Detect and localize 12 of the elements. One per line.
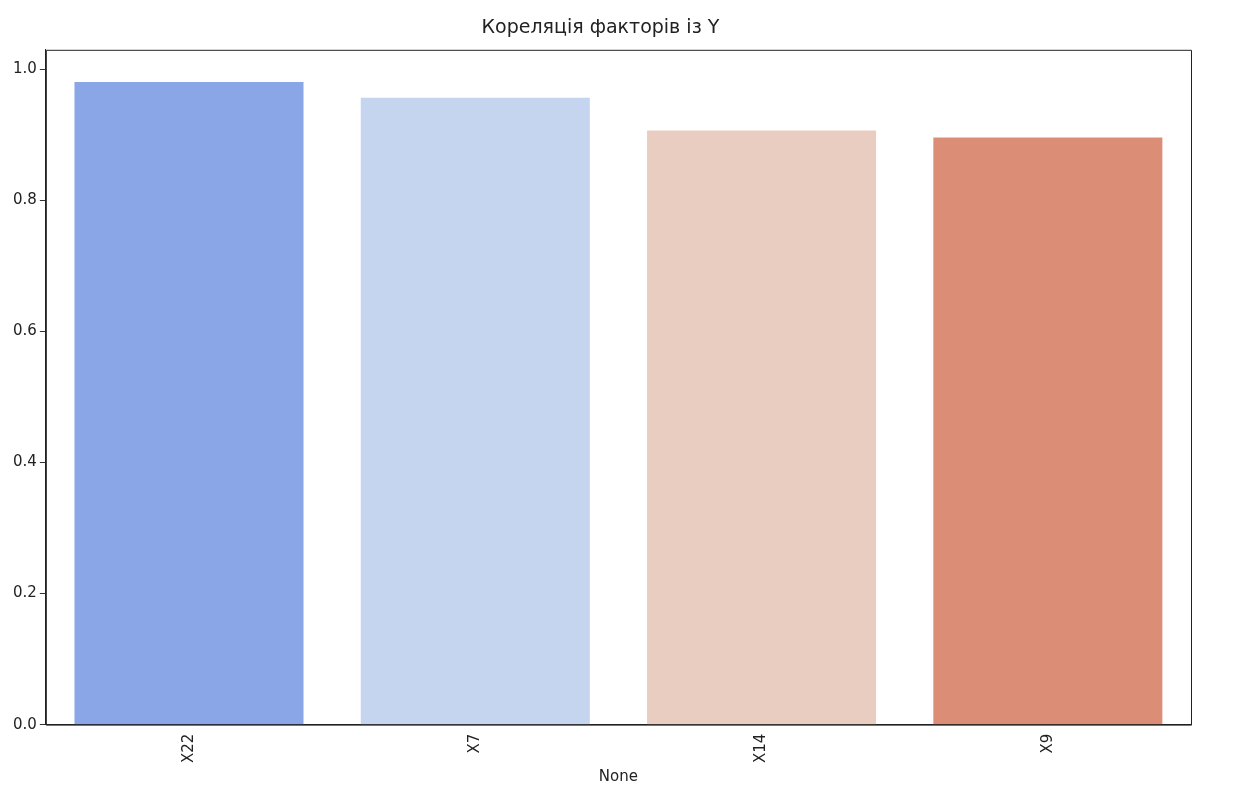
y-tick-label: 0.4	[13, 452, 37, 471]
chart-title: Кореляція факторів із Y	[481, 15, 720, 38]
x-tick-label: X7	[465, 733, 484, 754]
x-tick-label: X9	[1037, 733, 1056, 754]
y-tick-label: 0.8	[13, 190, 37, 209]
x-axis-title: None	[598, 766, 638, 785]
y-tick-label: 0.6	[13, 321, 37, 340]
x-tick-label: X22	[178, 733, 197, 764]
x-tick-label: X14	[751, 733, 770, 764]
y-tick-label: 0.0	[13, 714, 37, 733]
y-tick-label: 0.2	[13, 583, 37, 602]
y-tick-label: 1.0	[13, 59, 37, 78]
